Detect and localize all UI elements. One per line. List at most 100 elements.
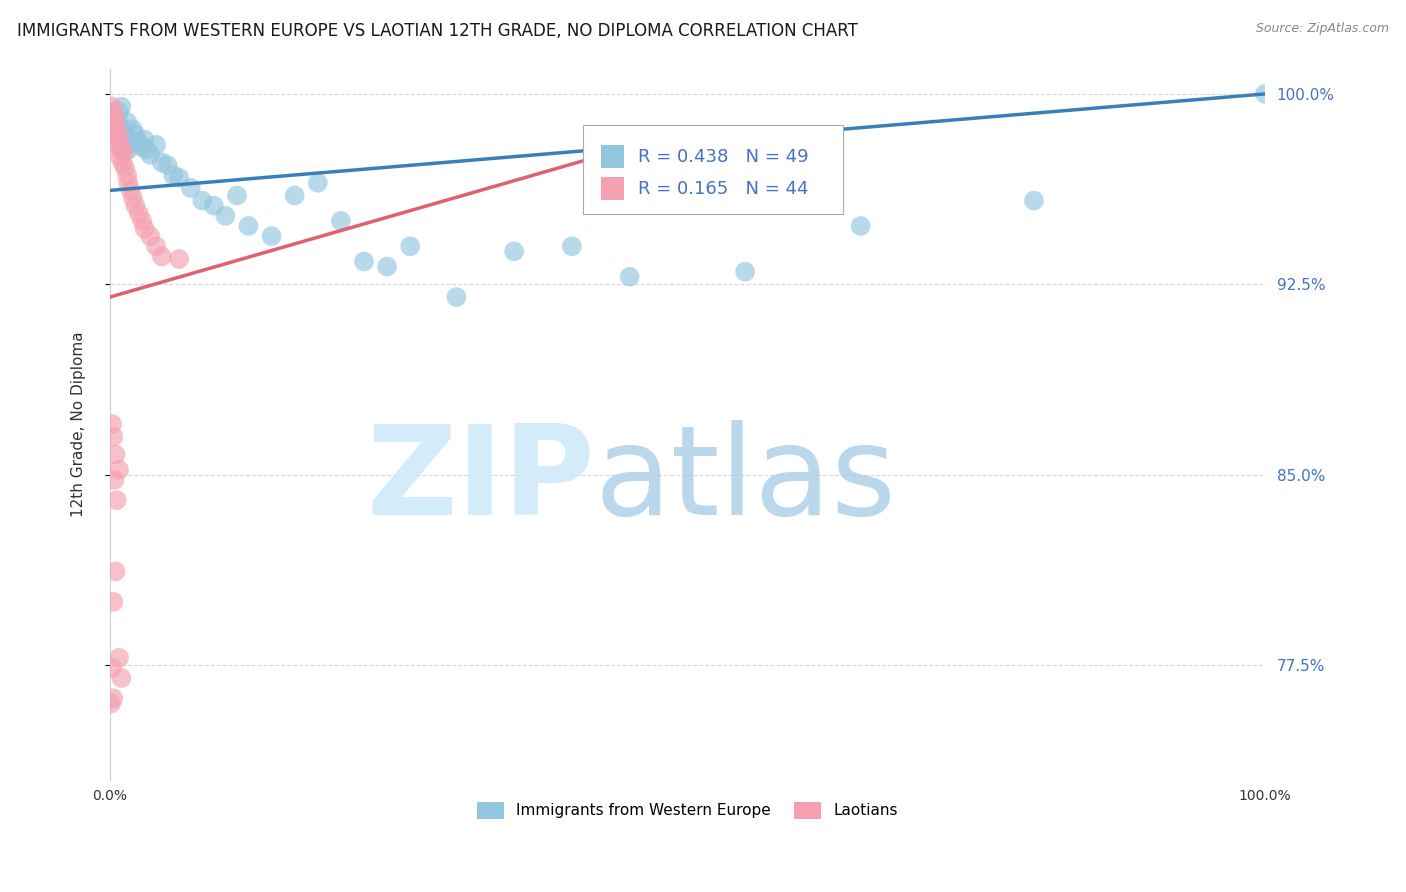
Point xyxy=(110,130,132,145)
Y-axis label: 12th Grade, No Diploma: 12th Grade, No Diploma xyxy=(72,331,86,516)
Point xyxy=(111,155,134,169)
Point xyxy=(150,155,173,169)
Point xyxy=(110,671,132,685)
Point xyxy=(446,290,468,304)
Point xyxy=(191,194,214,208)
Point xyxy=(120,137,142,152)
Point xyxy=(104,120,127,134)
Point xyxy=(104,448,127,462)
Point xyxy=(105,120,128,134)
Point xyxy=(156,158,179,172)
Point xyxy=(103,104,125,119)
Text: Source: ZipAtlas.com: Source: ZipAtlas.com xyxy=(1256,22,1389,36)
Point xyxy=(105,133,128,147)
Point xyxy=(128,206,150,220)
Point xyxy=(111,122,134,136)
Point xyxy=(103,117,125,131)
Point xyxy=(120,183,142,197)
Point xyxy=(112,128,135,142)
Point xyxy=(124,199,146,213)
Point xyxy=(307,176,329,190)
Point xyxy=(162,168,184,182)
Point xyxy=(103,691,125,706)
Point xyxy=(104,565,127,579)
Point xyxy=(107,140,129,154)
Point xyxy=(101,107,124,121)
Point xyxy=(561,239,583,253)
Point xyxy=(134,133,156,147)
Point xyxy=(117,176,139,190)
Point xyxy=(100,107,122,121)
Point xyxy=(375,260,398,274)
Point xyxy=(202,199,225,213)
Point xyxy=(103,430,125,444)
Point xyxy=(619,269,641,284)
Text: R = 0.165   N = 44: R = 0.165 N = 44 xyxy=(638,179,808,198)
Point xyxy=(101,417,124,431)
Point xyxy=(103,122,125,136)
Point xyxy=(108,650,131,665)
Point xyxy=(100,112,122,127)
Point xyxy=(150,249,173,263)
Point xyxy=(101,100,124,114)
Point xyxy=(115,115,138,129)
Point xyxy=(353,254,375,268)
Point xyxy=(734,265,756,279)
Point xyxy=(105,493,128,508)
Point xyxy=(122,191,145,205)
Point xyxy=(284,188,307,202)
Point xyxy=(103,110,125,124)
Point xyxy=(131,214,153,228)
FancyBboxPatch shape xyxy=(600,145,624,168)
Point xyxy=(134,221,156,235)
Point xyxy=(114,133,136,147)
Point xyxy=(104,125,127,139)
Point xyxy=(145,137,167,152)
Legend: Immigrants from Western Europe, Laotians: Immigrants from Western Europe, Laotians xyxy=(471,796,904,825)
Point xyxy=(112,145,135,160)
Point xyxy=(226,188,249,202)
Point xyxy=(180,181,202,195)
Point xyxy=(104,128,127,142)
FancyBboxPatch shape xyxy=(600,178,624,200)
Point xyxy=(503,244,526,259)
Text: IMMIGRANTS FROM WESTERN EUROPE VS LAOTIAN 12TH GRADE, NO DIPLOMA CORRELATION CHA: IMMIGRANTS FROM WESTERN EUROPE VS LAOTIA… xyxy=(17,22,858,40)
Point xyxy=(103,112,125,127)
Point xyxy=(145,239,167,253)
Point xyxy=(139,229,162,244)
Point xyxy=(238,219,260,233)
Point xyxy=(108,130,131,145)
Point xyxy=(214,209,236,223)
Point xyxy=(114,161,136,175)
Point xyxy=(115,168,138,182)
FancyBboxPatch shape xyxy=(583,126,844,214)
Point xyxy=(124,128,146,142)
Point xyxy=(1022,194,1045,208)
Point xyxy=(101,117,124,131)
Point xyxy=(108,463,131,477)
Point xyxy=(110,143,132,157)
Point xyxy=(117,143,139,157)
Point xyxy=(110,100,132,114)
Point xyxy=(105,125,128,139)
Point xyxy=(167,252,190,266)
Point xyxy=(128,135,150,149)
Point xyxy=(108,137,131,152)
Text: atlas: atlas xyxy=(595,420,897,541)
Point xyxy=(101,661,124,675)
Point xyxy=(122,122,145,136)
Point xyxy=(329,214,352,228)
Point xyxy=(260,229,283,244)
Point xyxy=(1254,87,1277,101)
Text: ZIP: ZIP xyxy=(366,420,595,541)
Point xyxy=(103,110,125,124)
Text: R = 0.438   N = 49: R = 0.438 N = 49 xyxy=(638,148,808,166)
Point xyxy=(100,697,122,711)
Point xyxy=(167,170,190,185)
Point xyxy=(399,239,422,253)
Point xyxy=(110,150,132,164)
Point xyxy=(139,148,162,162)
Point xyxy=(108,104,131,119)
Point xyxy=(131,140,153,154)
Point xyxy=(103,473,125,487)
